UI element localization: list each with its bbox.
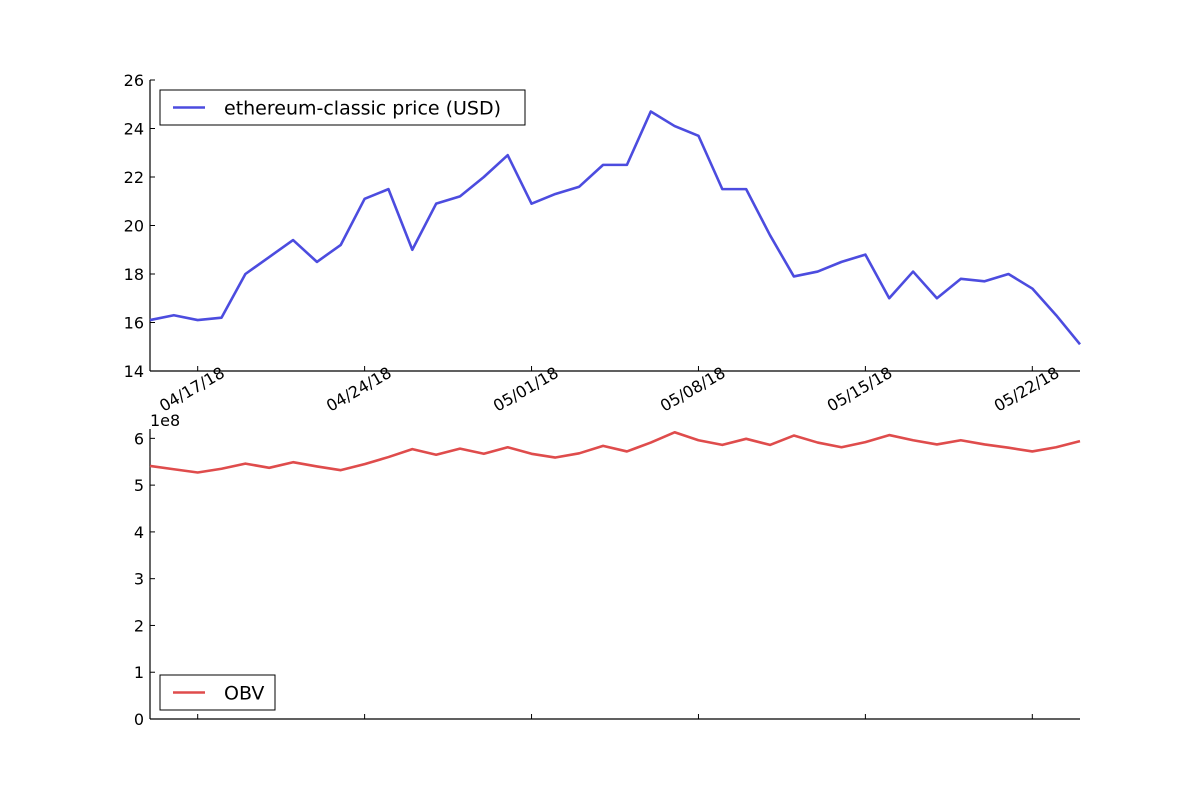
legend-label: ethereum-classic price (USD)	[224, 98, 501, 120]
legend: OBV	[159, 674, 276, 711]
y-tick-label: 5	[134, 476, 144, 495]
y-tick-label: 18	[124, 265, 144, 284]
y-tick-label: 14	[124, 362, 144, 381]
y-tick-label: 2	[134, 616, 144, 635]
series-line-price	[149, 110, 1082, 346]
y-tick-label: 3	[134, 570, 144, 589]
y-tick-label: 26	[124, 71, 144, 90]
y-tick-label: 4	[134, 523, 144, 542]
y-offset-label: 1e8	[150, 411, 180, 430]
y-tick-label: 20	[124, 217, 144, 236]
y-tick-label: 0	[134, 710, 144, 729]
legend: ethereum-classic price (USD)	[159, 89, 526, 126]
y-tick-label: 16	[124, 314, 144, 333]
y-tick-label: 24	[124, 120, 144, 139]
obv-chart-panel: 0 1 2 3 4 5 6 1e8 OBV	[134, 411, 1081, 729]
legend-box	[159, 89, 526, 126]
y-tick-label: 22	[124, 168, 144, 187]
y-tick-label: 1	[134, 663, 144, 682]
legend-label: OBV	[224, 683, 264, 705]
series-line-obv	[149, 430, 1081, 474]
y-tick-label: 6	[134, 429, 144, 448]
